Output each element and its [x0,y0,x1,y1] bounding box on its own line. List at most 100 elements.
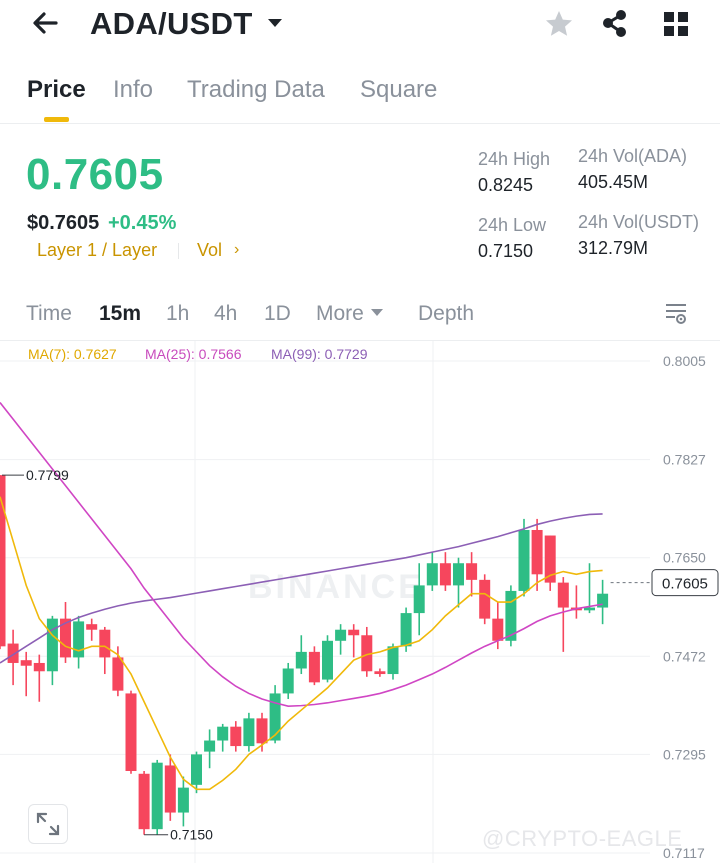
tab-info[interactable]: Info [113,76,154,103]
candle-up [282,668,294,694]
candle-down [531,529,543,575]
ma99-label: MA(99): 0.7729 [271,346,368,362]
active-tab-indicator [44,117,69,122]
usd-price: $0.7605 [27,212,100,234]
tab-square[interactable]: Square [360,76,438,103]
pair-title[interactable]: ADA/USDT [90,6,253,41]
candle-up [217,726,229,741]
price-tick-label: 0.7472 [663,648,706,664]
category-tag-vol[interactable]: Vol [197,240,223,260]
ma25-line [0,402,603,707]
candle-up [46,618,58,672]
current-price-label: 0.7605 [662,576,708,593]
candle-up [335,629,347,641]
candle-down [99,629,111,658]
candle-up [400,613,412,647]
candle-up [204,740,216,752]
caret-down-icon[interactable] [265,13,285,33]
vol-base-value: 405.45M [578,172,649,192]
candle-up [269,693,281,741]
chevron-right-icon[interactable]: › [234,241,240,258]
header-bar: ADA/USDT [0,0,720,52]
candle-up [505,590,517,641]
high-24h-value: 0.8245 [478,175,534,195]
vol-quote-label: 24h Vol(USDT) [578,212,700,232]
interval-divider [0,340,720,341]
candle-down [466,563,478,580]
candle-up [426,563,438,586]
candle-up [243,718,255,747]
binance-watermark: BINANCE [248,568,424,606]
price-tick-label: 0.7295 [663,746,706,762]
price-tick-label: 0.7117 [663,845,705,861]
candle-down [125,693,137,771]
candle-up [413,585,425,614]
watermark-credit: @CRYPTO-EAGLE [482,826,683,851]
tab-price[interactable]: Price [27,76,86,103]
price-tick-label: 0.8005 [663,353,706,369]
last-price: 0.7605 [26,150,164,199]
price-tick-label: 0.7827 [663,452,706,468]
interval-15m[interactable]: 15m [99,302,142,325]
interval-1d[interactable]: 1D [264,302,291,325]
candle-down [164,765,176,813]
interval-more[interactable]: More [316,302,364,325]
candle-up [151,762,163,830]
interval-time[interactable]: Time [26,302,72,325]
candle-down [7,643,19,663]
candle-up [191,754,202,785]
tag-separator [178,243,179,259]
candle-down [361,635,373,672]
expand-chart-button[interactable] [28,804,68,844]
candle-up [584,607,595,611]
share-icon[interactable] [600,8,630,40]
candle-down [348,629,360,636]
candle-up [73,621,85,658]
candle-down [308,651,320,683]
vol-base-label: 24h Vol(ADA) [578,146,688,166]
candle-down [60,618,71,658]
ma7-line [0,496,603,791]
low-marker-label: 0.7150 [170,827,213,843]
candle-down [0,475,6,647]
caret-down-icon[interactable] [370,305,384,319]
vol-quote-value: 312.79M [578,238,649,258]
price-change-percent: +0.45% [108,212,177,234]
tab-trading-data[interactable]: Trading Data [187,76,325,103]
candle-up [518,529,530,591]
interval-depth[interactable]: Depth [418,302,475,325]
category-tag-layer[interactable]: Layer 1 / Layer [37,240,158,260]
candle-up [177,787,189,813]
candle-down [439,563,451,586]
back-arrow-icon[interactable] [30,8,60,38]
candle-down [86,624,98,630]
candle-up [387,646,399,675]
grid-menu-icon[interactable] [662,10,690,38]
interval-1h[interactable]: 1h [166,302,190,325]
candle-down [20,660,32,666]
low-24h-value: 0.7150 [478,241,534,261]
candle-up [295,651,307,669]
candle-down [33,662,45,672]
high-24h-label: 24h High [478,149,551,169]
ma7-label: MA(7): 0.7627 [28,346,117,362]
star-icon[interactable] [543,8,575,40]
low-24h-label: 24h Low [478,215,547,235]
candle-up [322,640,333,680]
candle-down [557,582,569,608]
interval-4h[interactable]: 4h [214,302,238,325]
candle-down [138,773,150,830]
current-price-box [651,569,719,597]
candlestick-chart[interactable]: 0.8005 0.7827 0.7650 0.7472 0.7295 0.7117 0.76… [0,341,720,863]
candle-up [597,593,609,608]
candle-down [112,657,124,691]
candle-down [544,535,556,583]
candle-down [256,718,268,744]
chart-settings-icon[interactable] [664,300,690,326]
high-marker-label: 0.7799 [26,467,69,483]
price-tick-label: 0.7650 [663,550,706,566]
candle-down [230,726,242,747]
ma99-line [0,513,603,664]
candle-up [453,563,464,586]
tabs-divider [0,123,720,124]
